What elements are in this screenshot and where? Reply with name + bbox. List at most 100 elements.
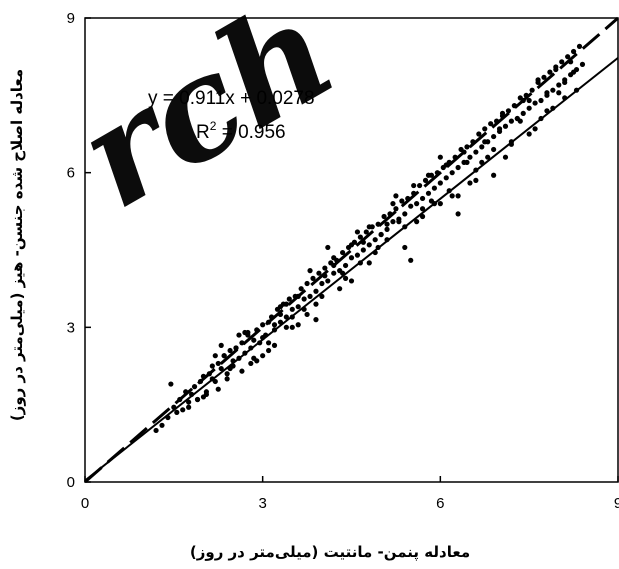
data-point <box>304 280 310 287</box>
data-point <box>289 306 295 312</box>
data-point <box>194 396 201 403</box>
data-point <box>313 288 319 294</box>
data-point <box>431 185 438 191</box>
data-point <box>295 304 301 310</box>
data-point <box>168 381 174 387</box>
data-point <box>378 231 384 238</box>
data-point <box>265 340 272 346</box>
x-tick-label: 9 <box>614 495 619 512</box>
data-point <box>491 146 497 153</box>
y-tick-label: 6 <box>67 165 75 182</box>
data-point <box>239 368 245 374</box>
data-point <box>544 90 550 96</box>
data-point <box>313 317 319 323</box>
data-point <box>325 244 331 251</box>
data-point <box>239 340 245 346</box>
data-point <box>576 43 583 49</box>
trend-lines <box>84 16 619 484</box>
data-point <box>313 301 319 307</box>
data-point <box>390 201 396 207</box>
data-point <box>399 198 405 204</box>
data-point <box>242 329 248 336</box>
data-point <box>331 255 337 261</box>
data-point <box>310 275 316 281</box>
data-point <box>402 244 408 251</box>
data-point <box>408 203 414 209</box>
data-point <box>390 219 396 225</box>
data-point <box>159 422 165 428</box>
data-point <box>408 257 414 263</box>
data-point <box>502 123 509 129</box>
data-point <box>342 262 349 269</box>
data-point <box>372 237 378 243</box>
data-point <box>381 213 387 220</box>
data-point <box>473 149 479 155</box>
data-point <box>422 177 429 183</box>
data-point <box>402 211 408 217</box>
data-point <box>271 342 278 348</box>
data-point <box>514 115 520 122</box>
data-point <box>342 275 349 281</box>
data-point <box>482 126 488 132</box>
data-point <box>354 229 361 235</box>
data-point <box>357 234 363 240</box>
data-point <box>384 226 390 232</box>
data-point <box>437 180 443 186</box>
data-point <box>304 311 310 318</box>
data-point <box>218 342 224 348</box>
data-point <box>316 270 322 276</box>
data-point <box>224 376 230 382</box>
data-point <box>526 131 532 137</box>
data-point <box>322 265 328 271</box>
data-point <box>227 347 233 354</box>
data-point <box>562 79 568 86</box>
plot-area <box>84 17 619 483</box>
data-point <box>298 286 304 292</box>
data-point <box>200 394 207 400</box>
data-point <box>467 154 473 160</box>
data-point <box>541 74 547 80</box>
data-point <box>251 337 257 343</box>
data-point <box>464 144 470 150</box>
data-point <box>396 219 402 225</box>
data-point <box>366 260 372 266</box>
data-point <box>186 404 192 410</box>
data-point <box>307 268 313 274</box>
y-tick-label: 9 <box>67 10 75 27</box>
data-point <box>283 324 289 330</box>
data-point <box>449 170 455 176</box>
y-tick-label: 3 <box>67 319 75 336</box>
data-point <box>502 154 509 160</box>
data-point <box>218 365 224 372</box>
data-point <box>532 126 538 132</box>
data-point <box>354 252 361 258</box>
data-point <box>482 139 488 145</box>
data-point <box>570 69 577 75</box>
data-point <box>411 182 417 189</box>
x-axis-title: معادله پنمن- مانتیت (میلی‌متر در روز) <box>190 543 470 562</box>
y-axis-ticks: 0 3 6 9 <box>67 10 91 491</box>
data-point <box>348 242 355 248</box>
data-point <box>526 105 532 111</box>
data-point <box>215 386 221 392</box>
data-point <box>271 322 278 328</box>
data-point <box>236 332 242 338</box>
data-point <box>360 247 366 253</box>
data-point <box>488 121 494 127</box>
data-point <box>331 270 337 276</box>
regression-equation: y = 0.911x + 0.0278 <box>148 88 315 109</box>
data-point <box>209 363 215 369</box>
data-point <box>277 304 284 310</box>
data-point <box>414 219 420 225</box>
data-point <box>550 87 556 93</box>
data-point <box>254 358 260 364</box>
r-squared-exponent: 2 <box>210 119 217 133</box>
data-point <box>393 206 399 212</box>
data-point <box>414 201 420 207</box>
data-point <box>547 69 553 75</box>
data-point <box>455 211 461 217</box>
data-point <box>186 399 192 405</box>
data-point <box>363 229 369 235</box>
data-point <box>508 118 514 124</box>
data-point <box>520 110 526 116</box>
